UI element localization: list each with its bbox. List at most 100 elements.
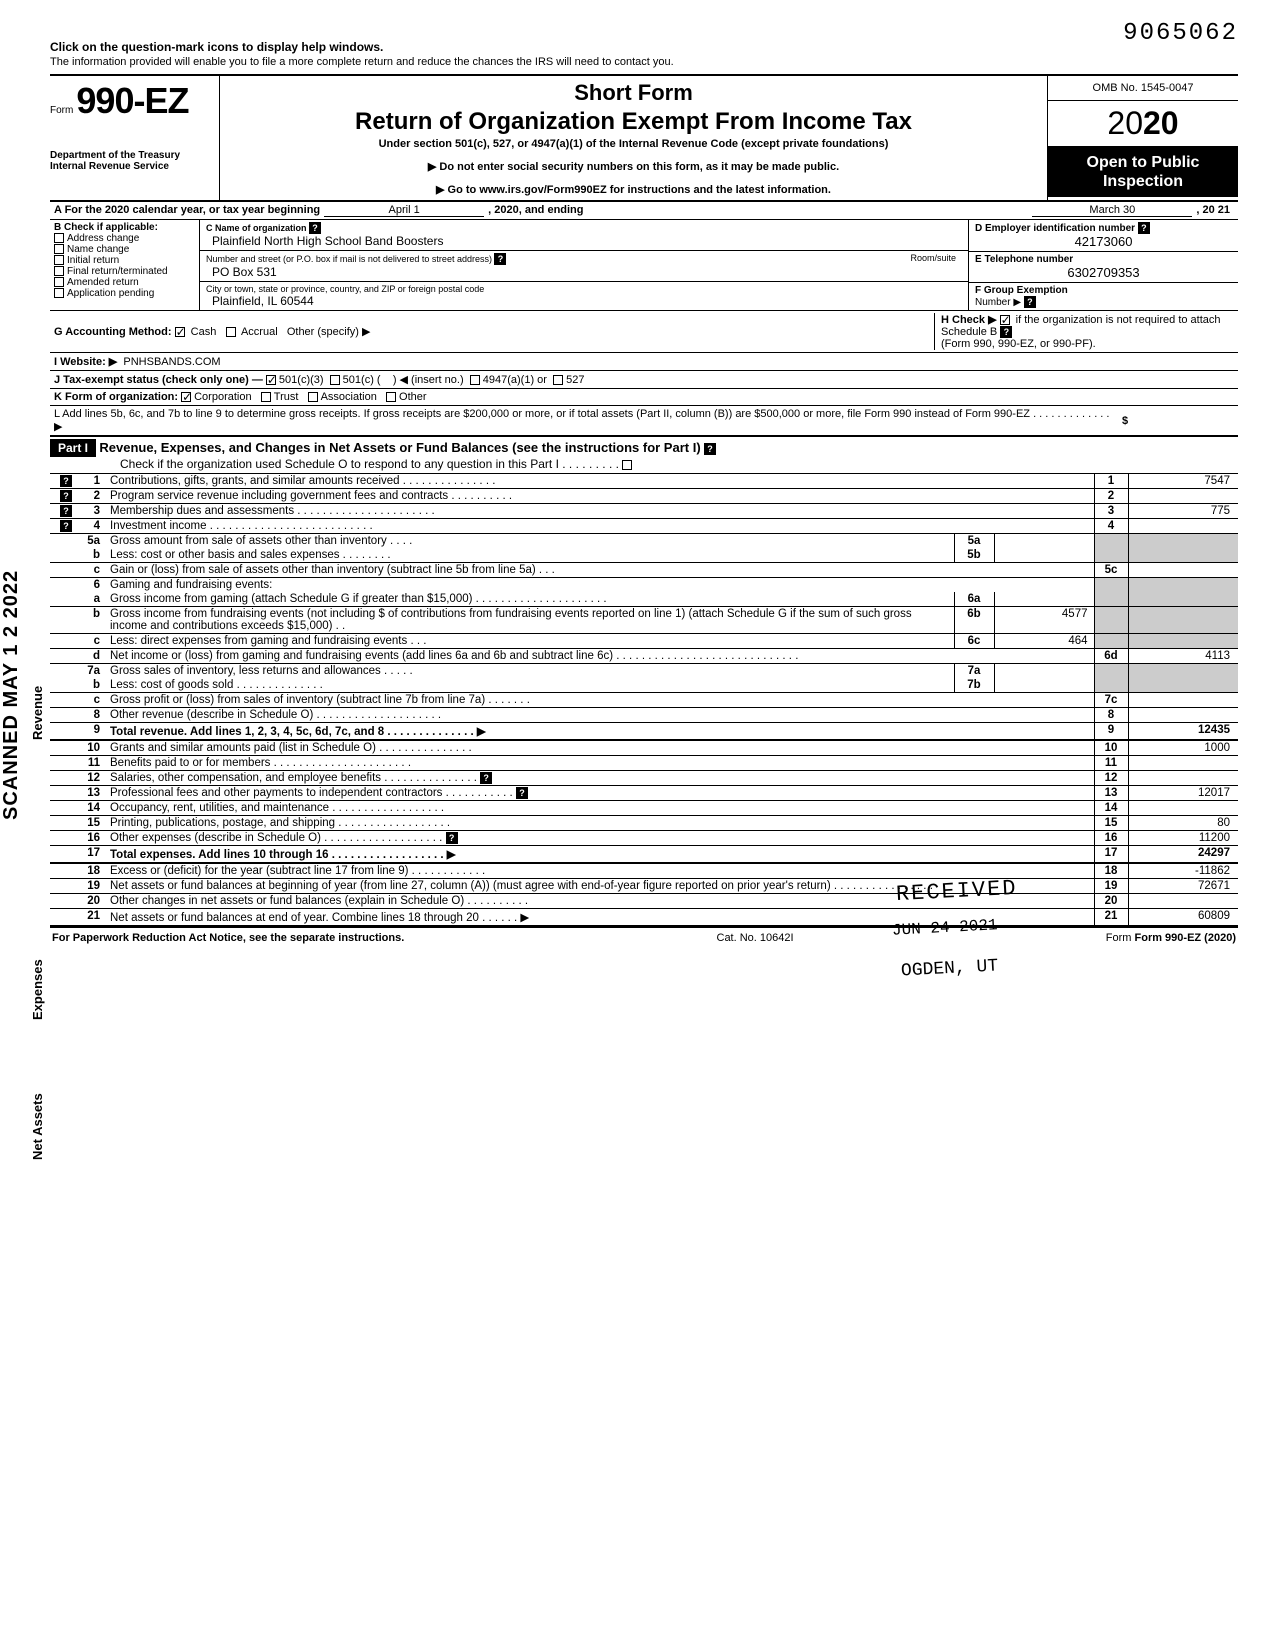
b-opt-amended[interactable]: Amended return [54,277,195,288]
side-expenses: Expenses [30,959,45,1020]
help-icon[interactable]: ? [60,475,72,487]
line-midamt [994,534,1094,549]
part1-schedule-o-check[interactable] [622,460,632,470]
k-other-check[interactable] [386,392,396,402]
part1-check-text: Check if the organization used Schedule … [50,457,619,471]
help-icon[interactable]: ? [60,490,72,502]
c-street-label: Number and street (or P.O. box if mail i… [206,254,492,264]
line-num: 20 [78,894,106,909]
footer-cat: Cat. No. 10642I [717,932,794,944]
row-a-label: A For the 2020 calendar year, or tax yea… [54,204,320,217]
b-opt-label: Application pending [67,288,154,299]
b-opt-label: Final return/terminated [67,266,168,277]
k-corp: Corporation [194,391,251,403]
lines-table: ?1Contributions, gifts, grants, and simi… [50,474,1238,927]
scanned-stamp: SCANNED MAY 1 2 2022 [0,570,23,820]
help-icon[interactable]: ? [480,772,492,784]
j-527-check[interactable] [553,375,563,385]
under-section: Under section 501(c), 527, or 4947(a)(1)… [228,138,1039,150]
k-trust-check[interactable] [261,392,271,402]
k-assoc: Association [321,391,377,403]
line-midbox: 6a [954,592,994,607]
help-icon[interactable]: ? [1138,222,1150,234]
line-midamt [994,592,1094,607]
ssn-warning: ▶ Do not enter social security numbers o… [228,160,1039,173]
line-box: 16 [1094,831,1128,846]
line-amt: 72671 [1128,879,1238,894]
h-text2: (Form 990, 990-EZ, or 990-PF). [941,338,1096,350]
line-desc: Gross profit or (loss) from sales of inv… [106,693,1094,708]
k-assoc-check[interactable] [308,392,318,402]
c-name-label: C Name of organization [206,223,307,233]
line-desc: Membership dues and assessments . . . . … [106,504,1094,519]
help-icon[interactable]: ? [1024,296,1036,308]
short-form-title: Short Form [228,80,1039,106]
year-bold: 20 [1143,105,1179,141]
dln-number: 9065062 [1123,20,1238,47]
line-desc: Total expenses. Add lines 10 through 16 … [106,846,1094,864]
open-line1: Open to Public [1052,153,1234,172]
row-l: L Add lines 5b, 6c, and 7b to line 9 to … [50,406,1238,437]
line-desc: Occupancy, rent, utilities, and maintena… [106,801,1094,816]
line-desc: Less: direct expenses from gaming and fu… [106,634,954,649]
line-amt [1128,771,1238,786]
line-box: 15 [1094,816,1128,831]
help-icon[interactable]: ? [309,222,321,234]
line-num: b [78,607,106,634]
line-box: 9 [1094,723,1128,741]
b-opt-name[interactable]: Name change [54,244,195,255]
part1-badge: Part I [50,439,96,457]
help-icon[interactable]: ? [446,832,458,844]
help-icon[interactable]: ? [494,253,506,265]
k-label: K Form of organization: [54,391,178,403]
b-opt-initial[interactable]: Initial return [54,255,195,266]
help-icon[interactable]: ? [60,505,72,517]
l-text: L Add lines 5b, 6c, and 7b to line 9 to … [54,408,1114,433]
help-icon[interactable]: ? [60,520,72,532]
form-number: 990-EZ [76,80,188,121]
e-label: E Telephone number [975,254,1073,265]
line-midamt: 4577 [994,607,1094,634]
b-opt-pending[interactable]: Application pending [54,288,195,299]
line-num: d [78,649,106,664]
form-word: Form [50,105,73,116]
line-midbox: 5b [954,548,994,563]
g-accrual-check[interactable] [226,327,236,337]
j-4947-check[interactable] [470,375,480,385]
dept-treasury: Department of the Treasury Internal Reve… [50,150,213,172]
j-501c3-check[interactable] [266,375,276,385]
line-amt [1128,489,1238,504]
row-a-tax-year: A For the 2020 calendar year, or tax yea… [50,202,1238,220]
h-check[interactable] [1000,315,1010,325]
help-icon[interactable]: ? [516,787,528,799]
line-num: 16 [78,831,106,846]
j-527: 527 [566,374,584,386]
j-501c3: 501(c)(3) [279,374,324,386]
j-501c-check[interactable] [330,375,340,385]
b-opt-label: Address change [67,233,139,244]
footer-form: Form 990-EZ (2020) [1135,932,1236,944]
line-desc: Net income or (loss) from gaming and fun… [106,649,1094,664]
stamp-ogden: OGDEN, UT [890,952,1009,986]
line-amt [1128,563,1238,578]
line-midbox: 6c [954,634,994,649]
help-note: Click on the question-mark icons to disp… [50,40,1238,54]
d-label: D Employer identification number [975,223,1135,234]
c-city: Plainfield, IL 60544 [212,294,484,308]
b-opt-final[interactable]: Final return/terminated [54,266,195,277]
line-desc: Gain or (loss) from sale of assets other… [106,563,1094,578]
help-icon[interactable]: ? [1000,326,1012,338]
g-cash: Cash [191,326,217,338]
line-num: 3 [78,504,106,519]
line-num: 4 [78,519,106,534]
line-box: 6d [1094,649,1128,664]
line-num: b [78,678,106,693]
b-opt-label: Amended return [67,277,139,288]
line-amt: 1000 [1128,740,1238,756]
line-desc: Gross amount from sale of assets other t… [106,534,954,549]
line-amt: 11200 [1128,831,1238,846]
g-cash-check[interactable] [175,327,185,337]
k-corp-check[interactable] [181,392,191,402]
help-icon[interactable]: ? [704,443,716,455]
b-opt-address[interactable]: Address change [54,233,195,244]
